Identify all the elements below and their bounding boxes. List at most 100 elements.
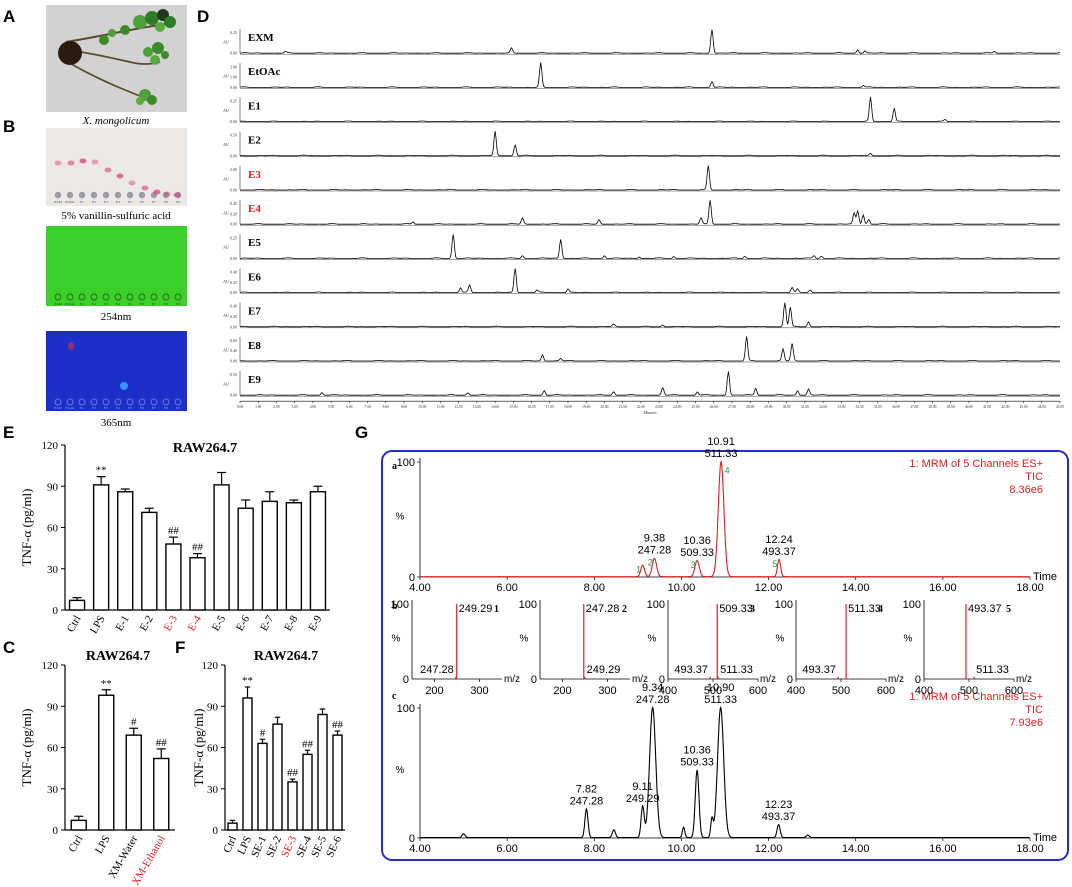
x-tick-label: 32.00 [819, 405, 827, 409]
plant-illustration [58, 9, 176, 105]
x-axis-label: m/z [888, 674, 904, 685]
tlc-spots-254nm: EXM EtOAc E1 E2 E3 E4 E5 E6 E7 E8 E9 [54, 293, 182, 306]
category-label: E-3 [162, 613, 181, 633]
bar [332, 734, 343, 831]
y-axis-label: AU [223, 108, 229, 113]
bar [257, 742, 268, 831]
y-tick-label: 120 [42, 440, 59, 452]
y-tick-label: 0 [53, 825, 59, 837]
x-tick-label: 11.00 [436, 405, 444, 409]
x-tick-label: 33.00 [837, 405, 845, 409]
peak-mz-label: 247.28 [570, 795, 604, 807]
x-tick-label: 12.00 [755, 843, 783, 855]
y-axis-label: % [392, 634, 401, 645]
tlc-lane-label: E4 [116, 302, 120, 306]
spectrum-peak-label: 509.33 [719, 603, 753, 615]
tlc-spot-fluorescent [68, 342, 74, 350]
y-tick-label: 0 [53, 605, 59, 617]
x-tick-label: 24.00 [673, 405, 681, 409]
tlc-spot [54, 293, 62, 301]
chromatogram-header: 7.93e6 [1009, 717, 1043, 729]
y-tick-label: 0.20 [230, 211, 237, 216]
trace-label: E1 [248, 100, 261, 112]
peak-rt-label: 9.11 [632, 781, 653, 793]
peak-rt-label: 10.90 [707, 682, 735, 694]
tlc-caption-254nm: 254nm [101, 311, 132, 323]
tlc-lane-label: E9 [176, 406, 180, 410]
peak-rt-label: 9.34 [642, 682, 663, 694]
x-tick-label: 16.00 [528, 405, 536, 409]
x-axis-label: m/z [504, 674, 520, 685]
y-tick-label: 0.25 [230, 99, 237, 104]
tlc-lane-label: E1 [80, 302, 84, 306]
spectrum-id: 4 [878, 604, 883, 615]
trace-label: EXM [248, 32, 274, 44]
tlc-spot [102, 191, 110, 199]
peak-rt-label: 10.91 [707, 436, 735, 448]
x-tick-label: 26.00 [710, 405, 718, 409]
tlc-spots-vanillin: EXM EtOAc E1 E2 E3 E4 E5 E6 E7 E8 E9 [54, 158, 182, 204]
x-tick-label: 37.00 [910, 405, 918, 409]
tlc-lane-label: E1 [80, 406, 84, 410]
y-tick-label: 100 [397, 457, 415, 469]
x-tick-label: 29.00 [764, 405, 772, 409]
y-tick-label: 30 [47, 784, 59, 796]
x-tick-label: 39.00 [947, 405, 955, 409]
panel-label-f: F [175, 638, 185, 657]
bar [213, 484, 230, 611]
tlc-spot [150, 398, 158, 406]
tlc-lane-label: E5 [128, 406, 132, 410]
tlc-lane-label: E1 [80, 200, 84, 204]
peak-rt-label: 10.36 [683, 744, 711, 756]
peak-mz-label: 509.33 [680, 547, 714, 559]
chromatogram-header: TIC [1025, 704, 1043, 716]
y-tick-label: 100 [903, 599, 921, 611]
bar [237, 507, 254, 611]
y-tick-label: 90 [207, 701, 219, 713]
spectrum-id: 1 [494, 604, 499, 615]
tlc-lane-label: E6 [140, 406, 144, 410]
y-tick-label: 0.00 [230, 188, 237, 193]
category-label: E-7 [258, 613, 277, 633]
tlc-spot [78, 398, 86, 406]
tlc-lane-label: E3 [104, 200, 108, 204]
bar [272, 723, 283, 831]
tlc-spot [102, 398, 110, 406]
x-tick-label: 14.00 [491, 405, 499, 409]
y-tick-label: 0 [531, 674, 537, 686]
category-label: LPS [88, 614, 108, 636]
x-tick-label: 34.00 [856, 405, 864, 409]
y-axis-label: TNF-α (pg/ml) [19, 489, 34, 567]
x-tick-label: 15.00 [509, 405, 517, 409]
significance-mark: ## [332, 719, 344, 731]
tlc-lane-label: EXM [54, 200, 63, 204]
spectrum-peak-label: 511.33 [848, 603, 881, 615]
y-axis-label: AU [223, 245, 229, 250]
significance-mark: ** [242, 675, 253, 687]
peak-mz-label: 511.33 [704, 694, 737, 706]
chromatogram-trace [240, 165, 1060, 191]
trace-label: E6 [248, 271, 261, 283]
tlc-spot [78, 191, 86, 199]
tlc-lane-label: E3 [104, 302, 108, 306]
tlc-spot [174, 293, 182, 301]
bar [302, 753, 313, 831]
tlc-spot-colored [116, 173, 124, 179]
x-tick-label: 44.00 [1038, 405, 1046, 409]
subpanel-letter: c [392, 691, 397, 702]
peak-rt-label: 12.23 [765, 799, 793, 811]
tlc-lane-label: EtOAc [65, 406, 75, 410]
panel-c-bar-chart: RAW264.7 0 30 60 90 120 TNF-α (pg/ml) Ctrl ** LPS… [19, 649, 175, 887]
peak-mz-label: 247.28 [638, 545, 672, 557]
x-tick-label: 4.00 [409, 843, 430, 855]
spectrum-peak-label: 249.29 [587, 664, 621, 676]
spectrum-peak-label: 493.37 [968, 603, 1002, 615]
tlc-spot-colored [91, 159, 99, 165]
y-tick-label: 0 [409, 833, 415, 845]
tlc-lane-label: E4 [116, 200, 120, 204]
bar [309, 491, 327, 611]
x-tick-label: 21.00 [619, 405, 627, 409]
x-axis-label: Time [1033, 571, 1057, 583]
tlc-spot [126, 398, 134, 406]
